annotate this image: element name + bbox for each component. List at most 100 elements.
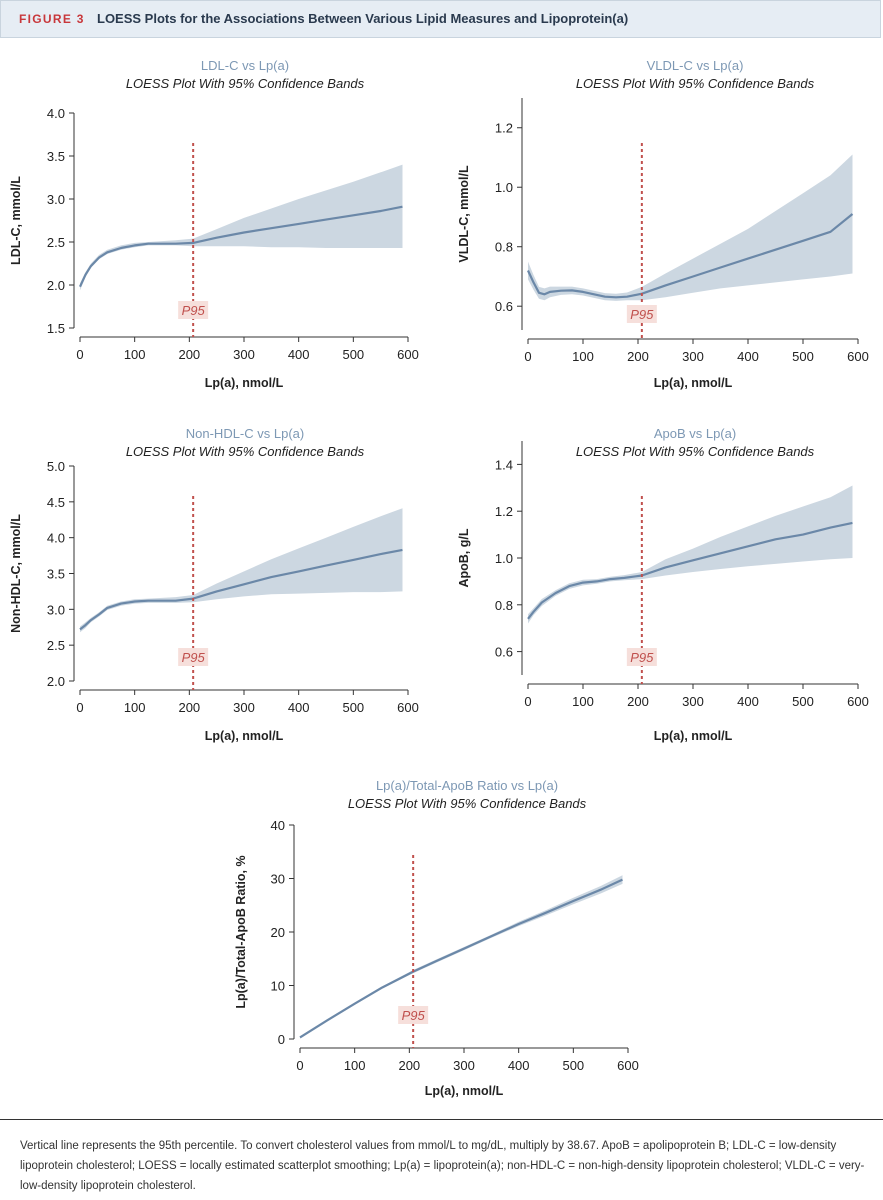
loess-line: [79, 205, 403, 288]
chart-title: Lp(a)/Total-ApoB Ratio vs Lp(a): [376, 778, 558, 793]
x-tick-label: 200: [627, 694, 649, 709]
chart-vldl: VLDL-C vs Lp(a) LOESS Plot With 95% Confi…: [457, 58, 869, 390]
chart-subtitle: LOESS Plot With 95% Confidence Bands: [126, 444, 365, 459]
loess-line: [527, 213, 854, 299]
confidence-band: [300, 875, 623, 1039]
x-tick-label: 400: [508, 1058, 530, 1073]
figure-header: FIGURE 3 LOESS Plots for the Association…: [0, 0, 881, 38]
figure-caption: Vertical line represents the 95th percen…: [20, 1140, 865, 1192]
x-tick-label: 300: [233, 347, 255, 362]
chart-subtitle: LOESS Plot With 95% Confidence Bands: [576, 444, 815, 459]
y-tick-label: 30: [271, 872, 285, 887]
y-axis-label: VLDL-C, mmol/L: [457, 165, 471, 263]
y-tick-label: 2.0: [47, 278, 65, 293]
x-tick-label: 300: [233, 700, 255, 715]
loess-line: [79, 548, 403, 631]
x-tick-label: 200: [178, 700, 200, 715]
chart-title: VLDL-C vs Lp(a): [647, 58, 744, 73]
y-tick-label: 1.4: [495, 457, 513, 472]
chart-area: LDL-C vs Lp(a) LOESS Plot With 95% Confid…: [9, 58, 869, 1098]
y-tick-label: 4.0: [47, 106, 65, 121]
y-tick-label: 1.2: [495, 504, 513, 519]
y-tick-label: 40: [271, 818, 285, 833]
x-tick-label: 0: [76, 700, 83, 715]
y-tick-label: 1.0: [495, 180, 513, 195]
x-tick-label: 600: [397, 700, 419, 715]
chart-subtitle: LOESS Plot With 95% Confidence Bands: [126, 76, 365, 91]
p95-label: P95: [182, 650, 206, 665]
x-tick-label: 0: [296, 1058, 303, 1073]
y-tick-label: 2.0: [47, 674, 65, 689]
y-tick-label: 4.0: [47, 531, 65, 546]
y-tick-label: 4.5: [47, 495, 65, 510]
x-axis-label: Lp(a), nmol/L: [205, 376, 284, 390]
chart-subtitle: LOESS Plot With 95% Confidence Bands: [576, 76, 815, 91]
x-tick-label: 600: [397, 347, 419, 362]
x-tick-label: 300: [682, 349, 704, 364]
x-tick-label: 100: [124, 700, 146, 715]
x-tick-label: 500: [342, 347, 364, 362]
confidence-band: [528, 485, 853, 624]
y-axis-label: ApoB, g/L: [457, 528, 471, 587]
x-tick-label: 600: [847, 694, 869, 709]
x-tick-label: 200: [627, 349, 649, 364]
x-tick-label: 600: [617, 1058, 639, 1073]
y-tick-label: 1.5: [47, 321, 65, 336]
chart-nonhdl: Non-HDL-C vs Lp(a) LOESS Plot With 95% Co…: [9, 426, 419, 743]
x-tick-label: 400: [737, 694, 759, 709]
x-tick-label: 100: [124, 347, 146, 362]
chart-ldl: LDL-C vs Lp(a) LOESS Plot With 95% Confid…: [9, 58, 419, 390]
x-axis-label: Lp(a), nmol/L: [205, 729, 284, 743]
chart-apob: ApoB vs Lp(a) LOESS Plot With 95% Confide…: [457, 426, 869, 743]
p95-label-bg: [626, 305, 657, 323]
y-tick-label: 10: [271, 979, 285, 994]
chart-title: LDL-C vs Lp(a): [201, 58, 289, 73]
y-tick-label: 5.0: [47, 459, 65, 474]
y-tick-label: 0.6: [495, 299, 513, 314]
y-tick-label: 2.5: [47, 638, 65, 653]
x-tick-label: 400: [288, 347, 310, 362]
x-tick-label: 500: [792, 349, 814, 364]
x-tick-label: 500: [792, 694, 814, 709]
figure-title: LOESS Plots for the Associations Between…: [97, 11, 629, 26]
y-tick-label: 3.5: [47, 567, 65, 582]
y-tick-label: 20: [271, 925, 285, 940]
x-tick-label: 100: [572, 349, 594, 364]
p95-label: P95: [402, 1008, 426, 1023]
p95-label: P95: [630, 650, 654, 665]
p95-label-bg: [398, 1006, 429, 1024]
x-tick-label: 400: [288, 700, 310, 715]
confidence-band: [528, 154, 853, 301]
x-tick-label: 0: [76, 347, 83, 362]
chart-subtitle: LOESS Plot With 95% Confidence Bands: [348, 796, 587, 811]
x-tick-label: 300: [453, 1058, 475, 1073]
loess-line: [299, 878, 623, 1039]
p95-label-bg: [178, 648, 209, 666]
y-tick-label: 1.2: [495, 121, 513, 136]
p95-label-bg: [178, 301, 209, 319]
y-tick-label: 0.8: [495, 598, 513, 613]
x-axis-label: Lp(a), nmol/L: [425, 1084, 504, 1098]
x-axis-label: Lp(a), nmol/L: [654, 729, 733, 743]
x-tick-label: 100: [572, 694, 594, 709]
y-tick-label: 3.0: [47, 602, 65, 617]
figure-label: FIGURE 3: [19, 12, 85, 26]
y-tick-label: 1.0: [495, 551, 513, 566]
x-tick-label: 500: [562, 1058, 584, 1073]
x-tick-label: 0: [524, 349, 531, 364]
p95-label: P95: [630, 307, 654, 322]
x-tick-label: 300: [682, 694, 704, 709]
y-tick-label: 3.0: [47, 192, 65, 207]
loess-line: [527, 521, 853, 620]
y-axis-label: Lp(a)/Total-ApoB Ratio, %: [234, 855, 248, 1008]
chart-title: Non-HDL-C vs Lp(a): [186, 426, 304, 441]
chart-title: ApoB vs Lp(a): [654, 426, 736, 441]
y-axis-label: LDL-C, mmol/L: [9, 176, 23, 265]
x-tick-label: 200: [398, 1058, 420, 1073]
confidence-band: [80, 164, 403, 291]
x-tick-label: 600: [847, 349, 869, 364]
x-tick-label: 100: [344, 1058, 366, 1073]
p95-label-bg: [626, 648, 657, 666]
chart-ratio: Lp(a)/Total-ApoB Ratio vs Lp(a) LOESS Plo…: [234, 778, 639, 1098]
p95-label: P95: [182, 303, 206, 318]
